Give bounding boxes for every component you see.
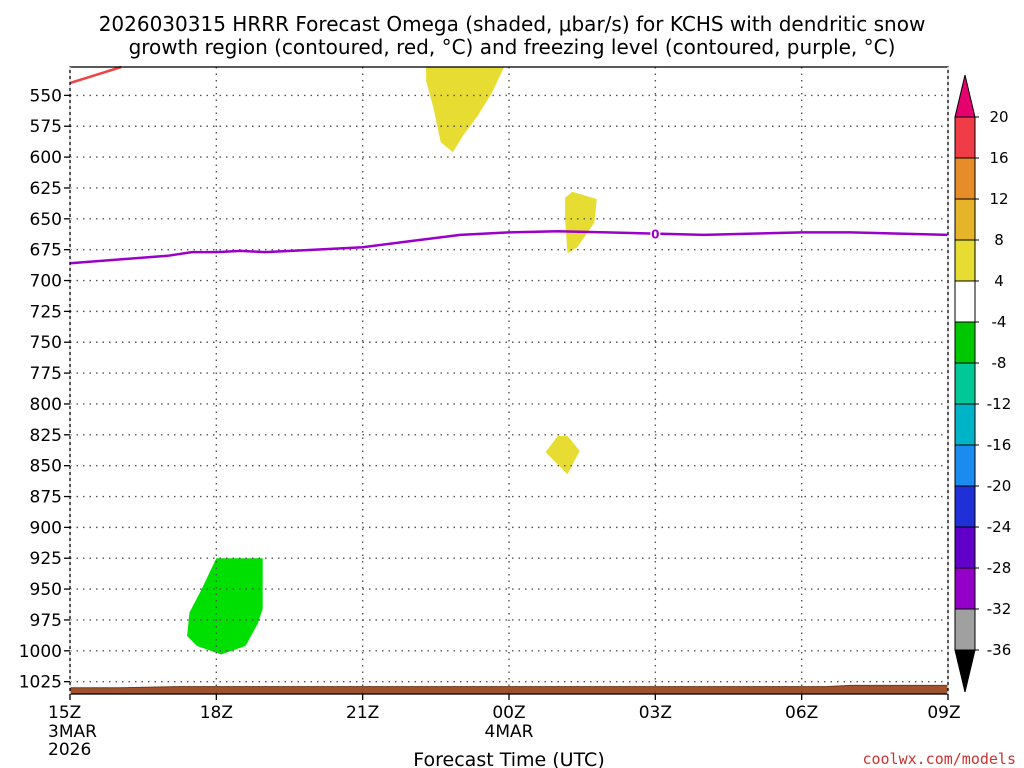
y-tick-label-1000: 1000 [19, 642, 62, 662]
x-tick-label-06Z: 06Z [785, 703, 818, 723]
y-tick-label-875: 875 [30, 488, 62, 508]
colorbar-band--8-to--4 [954, 321, 976, 364]
y-axis: 550 575 600 625 650 675 700 725 750 775 800 825 850 8… [19, 86, 70, 693]
y-tick-label-900: 900 [30, 518, 62, 538]
colorbar-band--12-to--8 [954, 362, 976, 405]
omega-region-upward-omega-1000mb [187, 558, 263, 655]
y-tick-label-950: 950 [30, 580, 62, 600]
colorbar-band-8-to-12 [954, 198, 976, 241]
colorbar-over-triangle [954, 74, 976, 118]
terrain-surface [69, 684, 949, 695]
x-tick-sublabel-4MAR: 4MAR [485, 722, 534, 742]
colorbar-band--36-to--32 [954, 608, 976, 651]
y-tick-label-550: 550 [30, 86, 62, 106]
colorbar-band--4-to-4 [954, 280, 976, 323]
credit-link[interactable]: coolwx.com/models [862, 750, 1016, 768]
omega-region-downward-omega-840mb [545, 436, 580, 475]
x-tick-label-15Z: 15Z [48, 703, 81, 723]
colorbar-band--24-to--20 [954, 485, 976, 528]
colorbar-label--32: -32 [987, 600, 1012, 618]
y-tick-label-975: 975 [30, 611, 62, 631]
colorbar-label--16: -16 [987, 436, 1012, 454]
colorbar-band--28-to--24 [954, 526, 976, 569]
colorbar-label--8: -8 [992, 354, 1007, 372]
y-tick-label-700: 700 [30, 272, 62, 292]
plot-area: 0 [69, 65, 949, 695]
colorbar-label--24: -24 [987, 518, 1012, 536]
y-tick-label-600: 600 [30, 148, 62, 168]
y-tick-label-625: 625 [30, 179, 62, 199]
y-tick-label-750: 750 [30, 333, 62, 353]
chart-title-line1: 2026030315 HRRR Forecast Omega (shaded, … [99, 12, 926, 36]
x-tick-label-00Z: 00Z [492, 703, 525, 723]
colorbar-band-16-to-20 [954, 116, 976, 159]
colorbar-label--20: -20 [987, 477, 1012, 495]
colorbar-label-8: 8 [994, 231, 1004, 249]
y-tick-label-725: 725 [30, 302, 62, 322]
colorbar-label--4: -4 [992, 313, 1007, 331]
y-tick-label-575: 575 [30, 117, 62, 137]
colorbar-label--12: -12 [987, 395, 1012, 413]
contour-label-bg [650, 225, 661, 241]
x-axis-label: Forecast Time (UTC) [413, 749, 604, 768]
x-tick-label-09Z: 09Z [927, 703, 960, 723]
y-tick-label-825: 825 [30, 426, 62, 446]
contour-freezing-level [69, 229, 949, 265]
colorbar-label--28: -28 [987, 559, 1012, 577]
omega-region-downward-omega-640mb [565, 191, 597, 254]
colorbar-band--32-to--28 [954, 567, 976, 610]
colorbar-label-12: 12 [989, 190, 1008, 208]
colorbar-label-4: 4 [994, 272, 1004, 290]
y-tick-label-850: 850 [30, 457, 62, 477]
colorbar-band--16-to--12 [954, 403, 976, 446]
colorbar-label-20: 20 [989, 108, 1008, 126]
chart-title-line2: growth region (contoured, red, °C) and f… [129, 35, 896, 59]
contour-dendritic-growth-region [69, 65, 122, 85]
y-tick-label-650: 650 [30, 210, 62, 230]
x-tick-label-21Z: 21Z [346, 703, 379, 723]
colorbar-label--36: -36 [987, 641, 1012, 659]
x-tick-sublabel-3MAR: 3MAR [48, 722, 97, 742]
x-tick-label-03Z: 03Z [639, 703, 672, 723]
colorbar-label-16: 16 [989, 149, 1008, 167]
x-tick-label-18Z: 18Z [200, 703, 233, 723]
colorbar-under-triangle [954, 649, 976, 693]
y-tick-label-925: 925 [30, 549, 62, 569]
contour-label-freezing-level: 0 [651, 228, 659, 242]
omega-region-downward-omega-575mb [426, 67, 505, 153]
colorbar: -36 -32 -28 -24 -20 -16 -12 -8 -4 4 8 12 16 20 [954, 74, 1012, 693]
y-tick-label-675: 675 [30, 241, 62, 261]
colorbar-band-12-to-16 [954, 157, 976, 200]
y-tick-label-1025: 1025 [19, 673, 62, 693]
x-tick-sublabel-year: 2026 [48, 740, 91, 760]
colorbar-band-4-to-8 [954, 239, 976, 282]
y-tick-label-775: 775 [30, 364, 62, 384]
y-tick-label-800: 800 [30, 395, 62, 415]
colorbar-band--20-to--16 [954, 444, 976, 487]
